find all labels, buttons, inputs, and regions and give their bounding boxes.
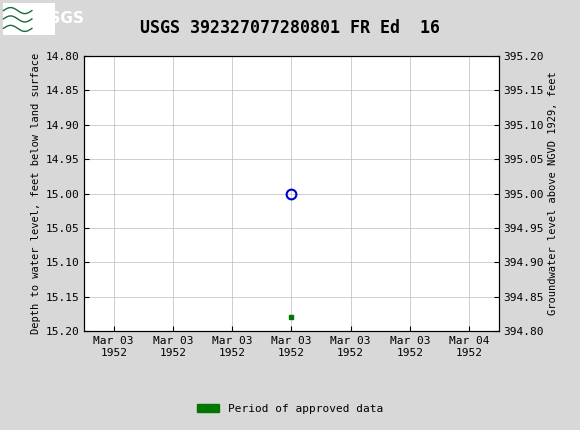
Y-axis label: Depth to water level, feet below land surface: Depth to water level, feet below land su… — [31, 53, 41, 334]
Legend: Period of approved data: Period of approved data — [193, 399, 387, 418]
Text: USGS: USGS — [38, 12, 85, 26]
Text: USGS 392327077280801 FR Ed  16: USGS 392327077280801 FR Ed 16 — [140, 18, 440, 37]
Y-axis label: Groundwater level above NGVD 1929, feet: Groundwater level above NGVD 1929, feet — [548, 72, 559, 315]
FancyBboxPatch shape — [3, 3, 55, 35]
